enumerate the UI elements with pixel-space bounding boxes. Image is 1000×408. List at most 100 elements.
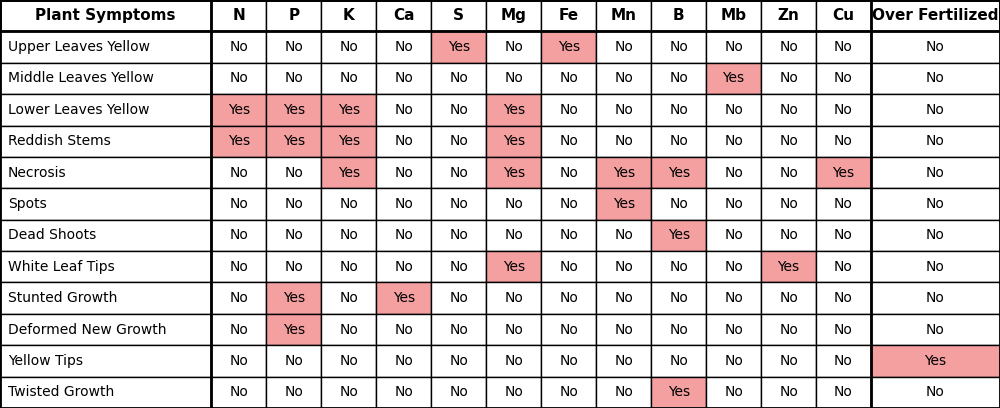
Bar xyxy=(431,345,486,377)
Bar xyxy=(541,282,596,314)
Bar xyxy=(541,220,596,251)
Bar xyxy=(706,282,761,314)
Text: No: No xyxy=(449,260,468,274)
Bar xyxy=(486,126,541,157)
Text: No: No xyxy=(779,134,798,148)
Bar xyxy=(211,63,266,94)
Text: No: No xyxy=(926,323,945,337)
Bar xyxy=(596,314,651,345)
Bar xyxy=(431,31,486,63)
Bar xyxy=(761,314,816,345)
Bar xyxy=(596,63,651,94)
Bar xyxy=(486,94,541,126)
Bar xyxy=(211,126,266,157)
Text: No: No xyxy=(559,197,578,211)
Bar xyxy=(816,0,871,31)
Text: No: No xyxy=(724,291,743,305)
Text: No: No xyxy=(449,323,468,337)
Bar xyxy=(706,377,761,408)
Bar xyxy=(706,188,761,220)
Bar xyxy=(651,377,706,408)
Text: No: No xyxy=(339,71,358,85)
Bar xyxy=(266,314,321,345)
Bar xyxy=(211,157,266,188)
Bar xyxy=(706,31,761,63)
Bar xyxy=(431,188,486,220)
Bar xyxy=(211,31,266,63)
Text: No: No xyxy=(779,197,798,211)
Text: No: No xyxy=(614,354,633,368)
Bar xyxy=(706,314,761,345)
Bar xyxy=(486,345,541,377)
Bar xyxy=(816,377,871,408)
Bar xyxy=(431,251,486,282)
Text: No: No xyxy=(779,71,798,85)
Bar xyxy=(761,0,816,31)
Text: No: No xyxy=(504,323,523,337)
Bar xyxy=(596,345,651,377)
Text: No: No xyxy=(614,323,633,337)
Bar xyxy=(321,220,376,251)
Bar xyxy=(761,126,816,157)
Text: Yes: Yes xyxy=(283,291,305,305)
Bar xyxy=(651,251,706,282)
Text: No: No xyxy=(394,323,413,337)
Bar xyxy=(0,345,211,377)
Text: Yes: Yes xyxy=(613,197,635,211)
Text: No: No xyxy=(449,228,468,242)
Bar xyxy=(431,282,486,314)
Text: No: No xyxy=(669,291,688,305)
Text: No: No xyxy=(926,291,945,305)
Text: No: No xyxy=(504,197,523,211)
Text: Fe: Fe xyxy=(559,8,579,23)
Text: No: No xyxy=(449,134,468,148)
Bar xyxy=(266,94,321,126)
Text: No: No xyxy=(926,197,945,211)
Bar xyxy=(761,63,816,94)
Bar xyxy=(541,126,596,157)
Text: No: No xyxy=(449,354,468,368)
Bar xyxy=(816,314,871,345)
Bar xyxy=(211,188,266,220)
Text: Yes: Yes xyxy=(503,260,525,274)
Text: No: No xyxy=(926,228,945,242)
Bar xyxy=(706,94,761,126)
Bar xyxy=(761,31,816,63)
Text: No: No xyxy=(834,291,853,305)
Bar xyxy=(761,157,816,188)
Bar xyxy=(266,251,321,282)
Text: No: No xyxy=(559,323,578,337)
Bar xyxy=(211,220,266,251)
Bar xyxy=(266,0,321,31)
Text: No: No xyxy=(724,228,743,242)
Text: No: No xyxy=(559,385,578,399)
Bar xyxy=(541,0,596,31)
Text: Lower Leaves Yellow: Lower Leaves Yellow xyxy=(8,103,150,117)
Text: No: No xyxy=(284,385,303,399)
Bar xyxy=(376,31,431,63)
Bar xyxy=(431,314,486,345)
Bar xyxy=(376,220,431,251)
Text: No: No xyxy=(779,103,798,117)
Bar xyxy=(0,31,211,63)
Text: No: No xyxy=(559,354,578,368)
Bar xyxy=(431,377,486,408)
Text: K: K xyxy=(343,8,355,23)
Text: Stunted Growth: Stunted Growth xyxy=(8,291,117,305)
Text: Yes: Yes xyxy=(668,228,690,242)
Bar xyxy=(706,251,761,282)
Text: No: No xyxy=(339,228,358,242)
Bar xyxy=(706,157,761,188)
Text: Yes: Yes xyxy=(832,166,855,180)
Bar xyxy=(211,314,266,345)
Text: No: No xyxy=(504,71,523,85)
Text: Yellow Tips: Yellow Tips xyxy=(8,354,83,368)
Bar xyxy=(761,345,816,377)
Bar xyxy=(651,314,706,345)
Bar xyxy=(211,251,266,282)
Bar xyxy=(376,126,431,157)
Bar xyxy=(651,126,706,157)
Text: No: No xyxy=(559,166,578,180)
Bar xyxy=(266,157,321,188)
Text: Yes: Yes xyxy=(283,134,305,148)
